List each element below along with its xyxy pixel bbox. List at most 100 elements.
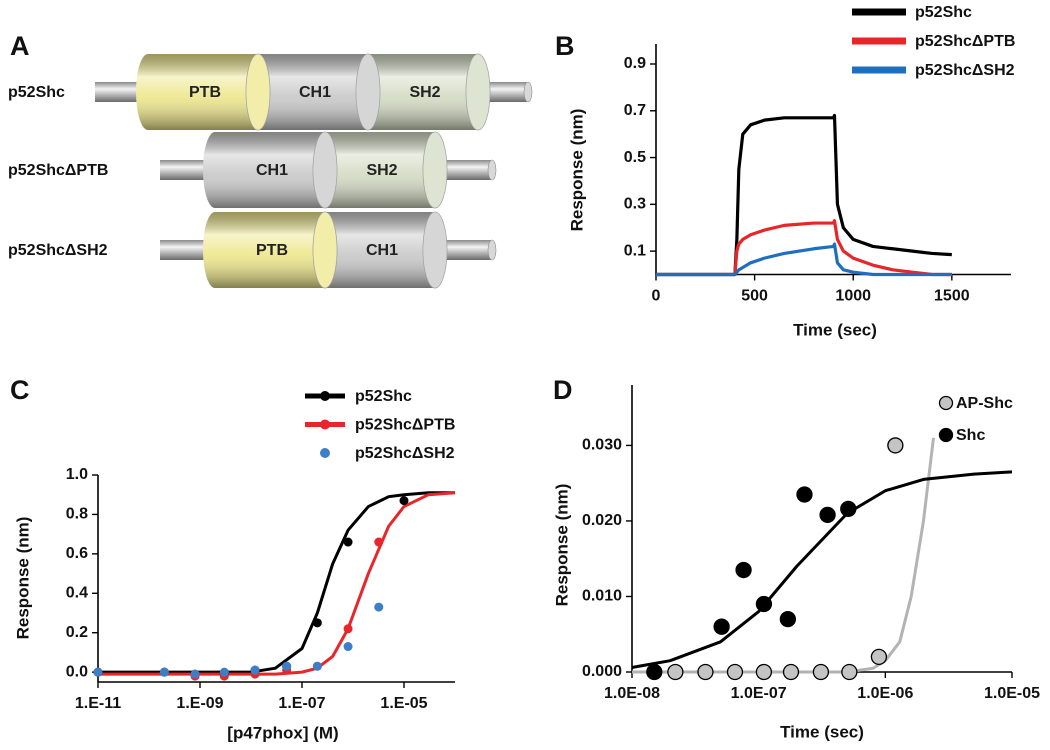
data-point (697, 663, 714, 681)
data-point (755, 595, 773, 613)
data-point (312, 618, 322, 628)
y-tick-label: 0.5 (624, 149, 646, 166)
legend-marker (938, 395, 954, 411)
domain-end-highlight (313, 212, 337, 288)
y-tick-label: 0.010 (582, 588, 622, 605)
y-tick-label: 0.4 (66, 585, 88, 602)
domain-shade (215, 132, 325, 208)
domain-shade (215, 212, 325, 288)
data-point (779, 610, 797, 628)
data-point (399, 496, 409, 506)
fit-line (98, 491, 456, 676)
domain-end-highlight (356, 54, 380, 130)
panel-letter: C (10, 375, 30, 405)
domain-label: CH1 (299, 84, 331, 101)
y-axis-title: Response (nm) (13, 517, 32, 640)
data-point (282, 661, 292, 671)
y-tick-label: 0.2 (66, 624, 88, 641)
domain-label: SH2 (366, 162, 397, 179)
data-point (250, 665, 260, 675)
domain-end (422, 211, 448, 289)
y-axis-title: Response (nm) (552, 484, 571, 607)
data-line (656, 242, 952, 277)
data-point (343, 537, 353, 547)
domain-label: PTB (256, 242, 288, 259)
domain-end-highlight (423, 212, 447, 288)
data-point (887, 437, 904, 454)
data-point (159, 667, 169, 677)
domain-end (245, 53, 271, 131)
domain-shade (325, 132, 435, 208)
data-point (343, 642, 353, 652)
data-point (667, 663, 684, 681)
rod-cap (487, 239, 497, 261)
y-tick-label: 0.000 (582, 663, 622, 680)
data-point (782, 663, 800, 681)
legend-label: p52ShcΔPTB (355, 417, 455, 434)
x-axis-title: Time (sec) (793, 320, 877, 339)
data-point (870, 648, 888, 666)
x-tick-label: 1.E-09 (176, 695, 223, 712)
panel-letter: B (555, 31, 575, 61)
x-tick-label: 1.0E-08 (604, 685, 660, 702)
domain-shade (325, 212, 435, 288)
x-tick-label: 0 (652, 288, 661, 305)
domain-end-highlight (313, 132, 337, 208)
domain-label: SH2 (409, 84, 440, 101)
legend-label: Shc (956, 427, 985, 444)
data-point (812, 663, 830, 681)
y-tick-label: 0.9 (624, 55, 646, 72)
domain-shade (148, 54, 258, 130)
x-tick-label: 1.E-07 (278, 695, 325, 712)
domain-shade (368, 54, 478, 130)
domain-end-highlight (466, 54, 490, 130)
legend-marker (320, 448, 330, 458)
domain-end-highlight (423, 132, 447, 208)
legend-marker (320, 419, 330, 430)
x-axis-title: Time (sec) (780, 722, 864, 741)
y-tick-label: 1.0 (66, 466, 88, 483)
x-tick-label: 1500 (934, 288, 970, 305)
legend-marker (938, 427, 954, 443)
x-tick-label: 500 (741, 288, 768, 305)
y-tick-label: 0.030 (582, 437, 622, 454)
x-tick-label: 1.0E-06 (857, 685, 913, 702)
y-tick-label: 0.0 (66, 663, 88, 680)
data-point (93, 667, 103, 677)
data-point (796, 486, 813, 503)
data-point (819, 506, 836, 524)
data-point (374, 537, 384, 547)
data-point (735, 561, 752, 579)
domain-end (312, 131, 338, 209)
domain-shade (258, 54, 368, 130)
legend-label: p52ShcΔSH2 (355, 445, 455, 462)
legend-label: AP-Shc (956, 395, 1013, 412)
data-point (343, 624, 353, 634)
domain-label: CH1 (256, 162, 288, 179)
fit-line (98, 491, 455, 674)
rod-cap (487, 159, 497, 181)
fit-line (632, 437, 935, 674)
x-tick-label: 1000 (835, 288, 871, 305)
x-tick-label: 1.E-05 (380, 695, 427, 712)
data-point (646, 663, 663, 681)
data-line (656, 113, 952, 277)
data-point (840, 500, 857, 518)
domain-end-highlight (246, 54, 270, 130)
data-point (312, 661, 322, 671)
data-point (755, 663, 773, 681)
x-tick-label: 1.0E-05 (984, 685, 1040, 702)
x-axis-title: [p47phox] (M) (227, 723, 338, 742)
domain-end (422, 131, 448, 209)
domain-label: PTB (189, 84, 221, 101)
data-point (374, 602, 384, 612)
data-point (713, 618, 730, 635)
domain-end (465, 53, 491, 131)
legend-label: p52ShcΔSH2 (915, 62, 1015, 79)
data-line (656, 219, 952, 277)
legend-label: p52ShcΔPTB (915, 33, 1015, 50)
data-point (841, 663, 858, 681)
construct-label: p52Shc (8, 84, 65, 101)
